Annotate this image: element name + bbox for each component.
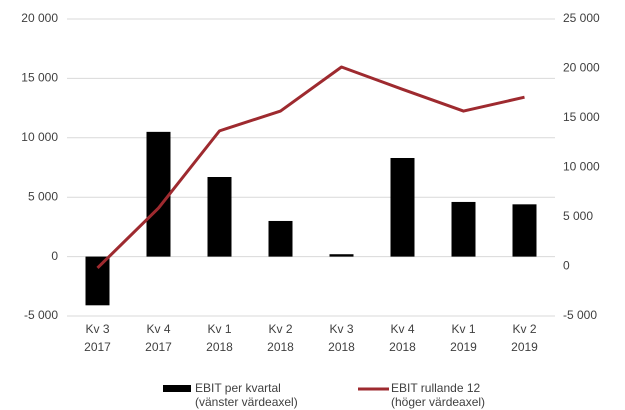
- y-tick-label: 0: [51, 249, 58, 263]
- y2-tick-label: 0: [563, 259, 570, 273]
- x-tick-label: Kv 3: [329, 322, 353, 336]
- legend-note: (vänster värdeaxel): [195, 395, 298, 409]
- x-tick-label: 2018: [267, 340, 294, 354]
- bar: [451, 201, 476, 257]
- legend-label: EBIT rullande 12: [391, 381, 480, 395]
- y2-tick-label: -5 000: [563, 308, 597, 322]
- bar: [146, 131, 171, 257]
- legend-swatch: [163, 385, 191, 392]
- y-tick-label: -5 000: [24, 308, 58, 322]
- x-tick-label: Kv 2: [268, 322, 292, 336]
- y-tick-label: 15 000: [21, 71, 58, 85]
- legend-note: (höger värdeaxel): [391, 395, 485, 409]
- line: [96, 65, 525, 270]
- y-tick-label: 5 000: [28, 189, 58, 203]
- y2-tick-label: 25 000: [563, 11, 600, 25]
- x-tick-label: Kv 2: [512, 322, 536, 336]
- y2-tick-label: 20 000: [563, 61, 600, 75]
- x-tick-label: 2017: [145, 340, 172, 354]
- x-tick-label: Kv 1: [207, 322, 231, 336]
- x-tick-label: Kv 3: [85, 322, 109, 336]
- x-tick-label: 2019: [511, 340, 538, 354]
- bar: [268, 220, 293, 257]
- x-tick-label: 2018: [328, 340, 355, 354]
- y2-tick-label: 10 000: [563, 160, 600, 174]
- y2-tick-label: 15 000: [563, 110, 600, 124]
- y-tick-label: 10 000: [21, 130, 58, 144]
- bar: [85, 256, 110, 306]
- bar: [329, 254, 354, 257]
- x-tick-label: 2018: [389, 340, 416, 354]
- y2-tick-label: 5 000: [563, 209, 593, 223]
- x-tick-label: Kv 1: [451, 322, 475, 336]
- x-tick-label: Kv 4: [390, 322, 414, 336]
- x-tick-label: Kv 4: [146, 322, 170, 336]
- x-tick-label: 2017: [84, 340, 111, 354]
- bar: [207, 177, 232, 257]
- bar: [390, 157, 415, 257]
- bar: [512, 204, 537, 257]
- y-tick-label: 20 000: [21, 11, 58, 25]
- x-tick-label: 2019: [450, 340, 477, 354]
- x-tick-label: 2018: [206, 340, 233, 354]
- legend-label: EBIT per kvartal: [195, 381, 281, 395]
